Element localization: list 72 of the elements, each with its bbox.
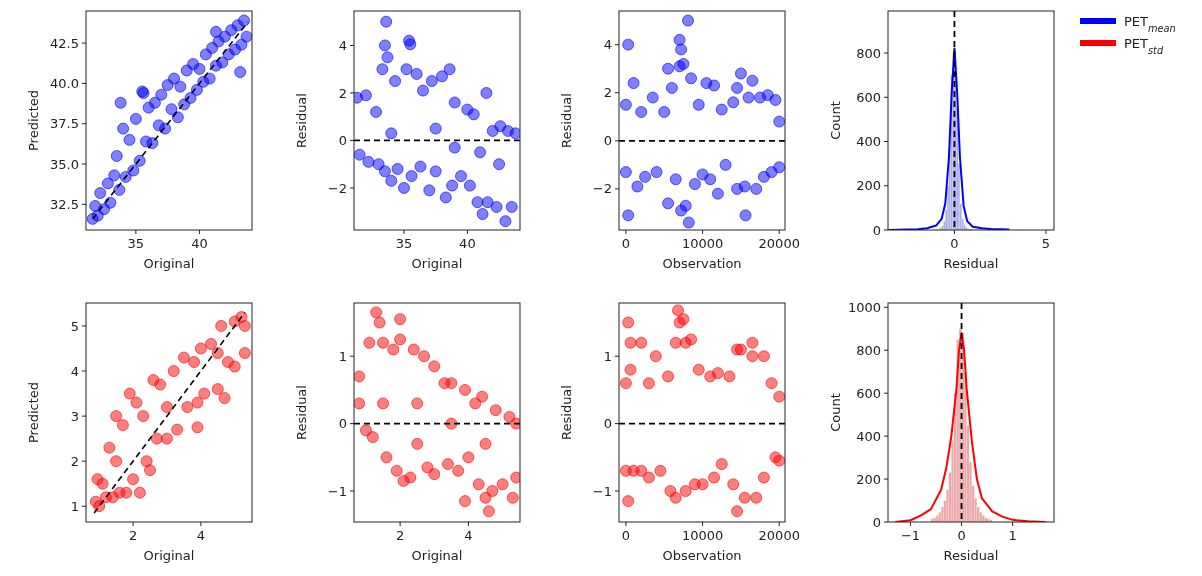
x-tick-label: 20000 bbox=[758, 236, 800, 251]
y-tick-label: 0 bbox=[872, 514, 881, 530]
x-axis-title: Residual bbox=[943, 256, 999, 271]
y-tick-label: 42.5 bbox=[50, 35, 79, 51]
y-tick-label: 3 bbox=[70, 408, 79, 424]
x-tick-label: 10000 bbox=[681, 528, 724, 543]
y-tick-label: 0 bbox=[603, 133, 612, 149]
y-tick-label: 0 bbox=[338, 133, 347, 148]
x-axis-title: Original bbox=[411, 548, 463, 563]
y-axis-title: Residual bbox=[559, 385, 574, 440]
y-tick-label: −1 bbox=[327, 483, 347, 499]
x-tick-label: 0 bbox=[950, 236, 959, 251]
x-axis-title: Original bbox=[143, 548, 195, 563]
x-tick-label: 10000 bbox=[681, 236, 724, 251]
y-axis-title: Predicted bbox=[26, 381, 41, 444]
y-axis-title: Predicted bbox=[26, 89, 41, 152]
x-tick-label: 40 bbox=[459, 236, 476, 251]
y-tick-label: 400 bbox=[856, 134, 881, 150]
y-axis-title: Count bbox=[828, 393, 843, 432]
text: PET$_{std}$ bbox=[1124, 35, 1164, 56]
y-tick-label: 40.0 bbox=[50, 75, 79, 91]
y-tick-label: 0 bbox=[872, 222, 881, 238]
y-tick-label: 4 bbox=[70, 363, 79, 379]
y-tick-label: 200 bbox=[856, 471, 881, 487]
y-tick-label: 2 bbox=[603, 85, 612, 101]
y-tick-label: 400 bbox=[856, 428, 881, 444]
y-tick-label: 35.0 bbox=[50, 156, 79, 172]
x-tick-label: 20000 bbox=[758, 528, 800, 543]
y-tick-label: 800 bbox=[856, 45, 881, 61]
y-tick-label: 32.5 bbox=[50, 196, 79, 212]
x-tick-label: 4 bbox=[196, 528, 205, 543]
y-tick-label: 1 bbox=[338, 348, 347, 364]
x-tick-label: 4 bbox=[464, 528, 473, 543]
x-axis-title: Original bbox=[411, 256, 463, 271]
x-axis-title: Residual bbox=[943, 548, 999, 563]
legend-label: PET$_{mean}$ bbox=[1124, 13, 1176, 34]
x-tick-label: 1 bbox=[1008, 528, 1017, 543]
x-tick-label: 0 bbox=[621, 236, 631, 251]
y-tick-label: −1 bbox=[592, 483, 612, 499]
x-axis-title: Original bbox=[143, 256, 195, 271]
x-tick-label: −1 bbox=[900, 528, 921, 543]
y-tick-label: 4 bbox=[603, 37, 612, 53]
y-axis-title: Residual bbox=[294, 93, 309, 148]
x-axis-title: Observation bbox=[662, 256, 742, 271]
y-tick-label: 2 bbox=[338, 85, 347, 101]
x-tick-label: 2 bbox=[128, 528, 138, 543]
x-tick-label: 35 bbox=[395, 236, 413, 251]
x-axis-title: Observation bbox=[662, 548, 742, 563]
y-tick-label: 800 bbox=[856, 342, 881, 358]
y-axis-title: Count bbox=[828, 101, 843, 140]
x-tick-label: 2 bbox=[395, 528, 405, 543]
y-tick-label: 1 bbox=[603, 348, 612, 364]
y-tick-label: 0 bbox=[338, 416, 347, 432]
x-tick-label: 0 bbox=[957, 528, 966, 543]
y-tick-label: 1 bbox=[70, 498, 79, 514]
y-tick-label: 200 bbox=[856, 178, 881, 194]
y-tick-label: 600 bbox=[856, 89, 881, 105]
y-tick-label: 0 bbox=[603, 416, 612, 432]
y-axis-title: Residual bbox=[559, 93, 574, 148]
y-tick-label: −2 bbox=[327, 180, 347, 196]
y-tick-label: 5 bbox=[70, 318, 79, 334]
x-tick-label: 35 bbox=[127, 236, 145, 251]
y-tick-label: 2 bbox=[70, 453, 79, 469]
x-tick-label: 0 bbox=[621, 528, 631, 543]
y-tick-label: 600 bbox=[856, 385, 881, 401]
y-axis-title: Residual bbox=[294, 385, 309, 440]
x-tick-label: 5 bbox=[1041, 236, 1051, 251]
x-tick-label: 40 bbox=[191, 236, 208, 251]
y-tick-label: 37.5 bbox=[50, 116, 79, 132]
y-tick-label: 1000 bbox=[847, 299, 881, 315]
y-tick-label: 4 bbox=[338, 37, 347, 53]
y-tick-label: −2 bbox=[592, 181, 612, 197]
